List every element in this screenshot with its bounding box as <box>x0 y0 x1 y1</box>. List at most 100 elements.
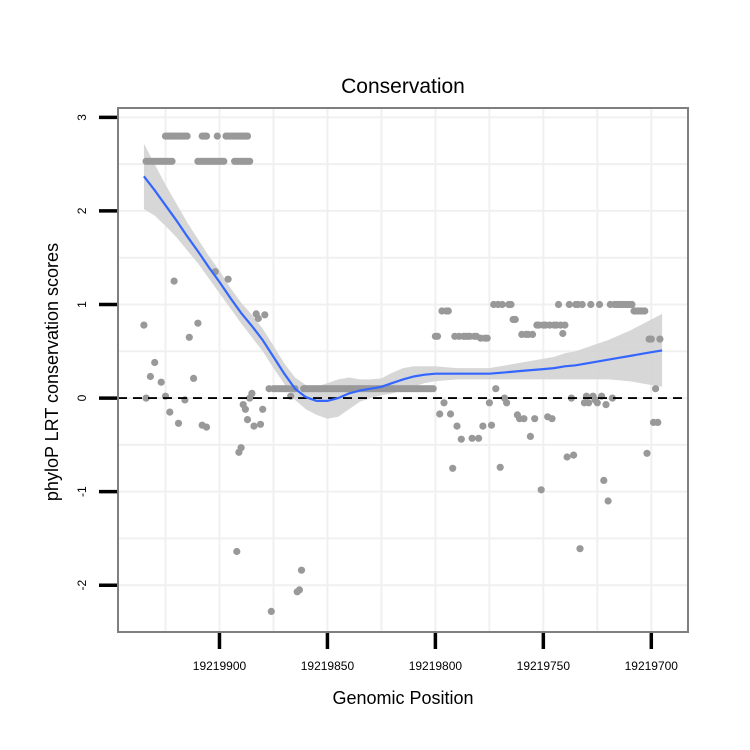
data-point <box>243 416 252 424</box>
data-point <box>511 315 519 324</box>
data-point <box>213 132 221 140</box>
data-point <box>243 132 252 140</box>
data-point <box>157 378 165 386</box>
data-point <box>261 311 269 319</box>
data-point <box>641 307 649 315</box>
data-point <box>520 415 528 423</box>
data-point <box>241 405 249 413</box>
data-point <box>146 372 154 381</box>
data-point <box>507 300 515 309</box>
x-tick-label: 19219850 <box>301 659 355 673</box>
data-point <box>570 451 578 459</box>
data-point <box>565 300 573 309</box>
x-tick-label: 19219900 <box>193 659 247 673</box>
data-point <box>537 486 545 494</box>
data-point <box>496 463 504 471</box>
x-tick-label: 19219750 <box>517 659 571 673</box>
data-point <box>446 410 455 418</box>
data-point <box>503 399 511 407</box>
data-point <box>174 419 183 427</box>
data-point <box>585 399 593 407</box>
data-point <box>561 321 569 329</box>
x-tick-label: 19219800 <box>409 659 463 673</box>
data-point <box>604 497 612 505</box>
data-point <box>548 415 556 423</box>
data-point <box>487 421 496 429</box>
data-point <box>554 300 563 309</box>
data-point <box>140 321 148 329</box>
data-point <box>483 334 491 342</box>
data-point <box>485 399 493 407</box>
data-point <box>449 464 457 472</box>
data-point <box>602 401 610 409</box>
data-point <box>595 300 604 309</box>
data-point <box>202 423 211 431</box>
data-point <box>237 444 245 452</box>
data-point <box>297 566 306 574</box>
data-point <box>259 405 267 413</box>
data-point <box>250 422 258 430</box>
data-point <box>248 389 256 397</box>
data-point <box>440 399 448 407</box>
grid-lines <box>118 108 688 632</box>
data-point <box>628 300 636 309</box>
data-point <box>433 332 442 340</box>
data-point <box>224 275 232 283</box>
data-point <box>528 330 537 338</box>
panel-border <box>117 107 689 633</box>
data-point <box>563 453 571 461</box>
data-point <box>475 434 483 442</box>
data-point <box>608 394 617 402</box>
data-point <box>526 432 535 440</box>
data-point <box>468 434 476 442</box>
data-point <box>453 422 461 430</box>
data-point <box>531 415 539 423</box>
data-point <box>600 476 608 484</box>
data-point <box>593 399 601 407</box>
data-point <box>246 157 254 165</box>
y-tick-label: 2 <box>75 207 89 214</box>
data-point <box>647 335 655 343</box>
data-point <box>429 385 437 393</box>
y-tick-label: 3 <box>75 114 89 121</box>
data-point <box>457 435 465 443</box>
y-tick-label: -2 <box>75 580 89 591</box>
data-point <box>170 277 178 285</box>
data-point <box>295 586 303 594</box>
data-point <box>151 358 159 367</box>
data-point <box>652 385 660 393</box>
data-point <box>492 385 500 393</box>
data-point <box>436 410 444 418</box>
y-tick-label: 0 <box>75 394 89 401</box>
data-point <box>576 545 584 553</box>
data-point <box>479 422 487 430</box>
x-axis-label: Genomic Position <box>332 688 473 708</box>
data-point <box>202 132 211 140</box>
data-point <box>194 319 202 327</box>
data-point <box>587 300 595 309</box>
chart-title: Conservation <box>341 75 465 98</box>
confidence-band-layer <box>143 143 663 419</box>
data-point <box>254 314 262 323</box>
data-point <box>233 547 241 556</box>
y-tick-label: 1 <box>75 301 89 308</box>
data-point <box>656 335 664 343</box>
data-point <box>220 157 228 165</box>
data-point <box>444 307 452 315</box>
data-point <box>190 374 198 382</box>
data-point <box>498 300 506 309</box>
loess-smooth-line <box>143 175 663 402</box>
data-point <box>142 394 150 402</box>
data-point <box>559 329 567 338</box>
axes: 19219900 19219850 19219800 19219750 19219700… <box>75 114 678 673</box>
data-points-layer <box>140 132 664 616</box>
data-point <box>183 132 191 140</box>
data-point <box>168 157 176 165</box>
confidence-band <box>143 143 663 419</box>
data-point <box>654 418 662 426</box>
smooth-line-layer <box>143 175 663 402</box>
data-point <box>643 449 651 457</box>
data-point <box>578 300 586 309</box>
data-point <box>166 408 174 416</box>
